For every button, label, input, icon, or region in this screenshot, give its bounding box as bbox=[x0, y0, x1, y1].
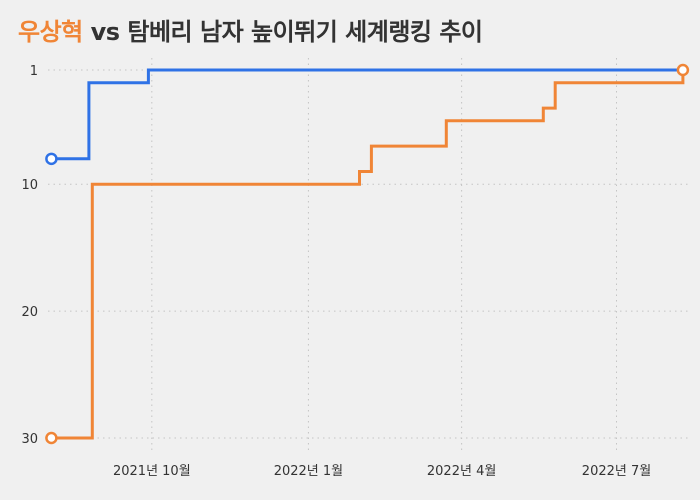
y-tick-label: 30 bbox=[21, 432, 38, 447]
series-line-0 bbox=[51, 70, 685, 440]
chart-title-highlight: 우상혁 bbox=[18, 18, 83, 46]
x-tick-label: 2022년 7월 bbox=[582, 464, 651, 479]
x-tick-label: 2022년 1월 bbox=[274, 464, 343, 479]
marker-layer bbox=[45, 63, 690, 445]
series-line-1 bbox=[51, 68, 683, 161]
series-start-marker-0 bbox=[45, 431, 58, 445]
grid-layer bbox=[48, 58, 688, 450]
y-tick-label: 10 bbox=[21, 178, 38, 193]
series-start-marker-1 bbox=[45, 152, 58, 166]
chart-title-rest: vs 탐베리 남자 높이뛰기 세계랭킹 추이 bbox=[82, 18, 483, 46]
x-tick-label: 2021년 10월 bbox=[113, 464, 191, 479]
series-end-marker-0 bbox=[676, 63, 690, 77]
series-layer bbox=[51, 68, 685, 440]
y-tick-label: 20 bbox=[21, 305, 38, 320]
x-tick-label: 2022년 4월 bbox=[427, 464, 496, 479]
axis-tick-labels: 1 10 20 30 2021년 10월 2022년 1월 2022년 4월 2022년 7월 bbox=[21, 64, 651, 479]
y-tick-label: 1 bbox=[30, 64, 38, 79]
chart-title: 우상혁 vs 탐베리 남자 높이뛰기 세계랭킹 추이 bbox=[18, 12, 483, 47]
